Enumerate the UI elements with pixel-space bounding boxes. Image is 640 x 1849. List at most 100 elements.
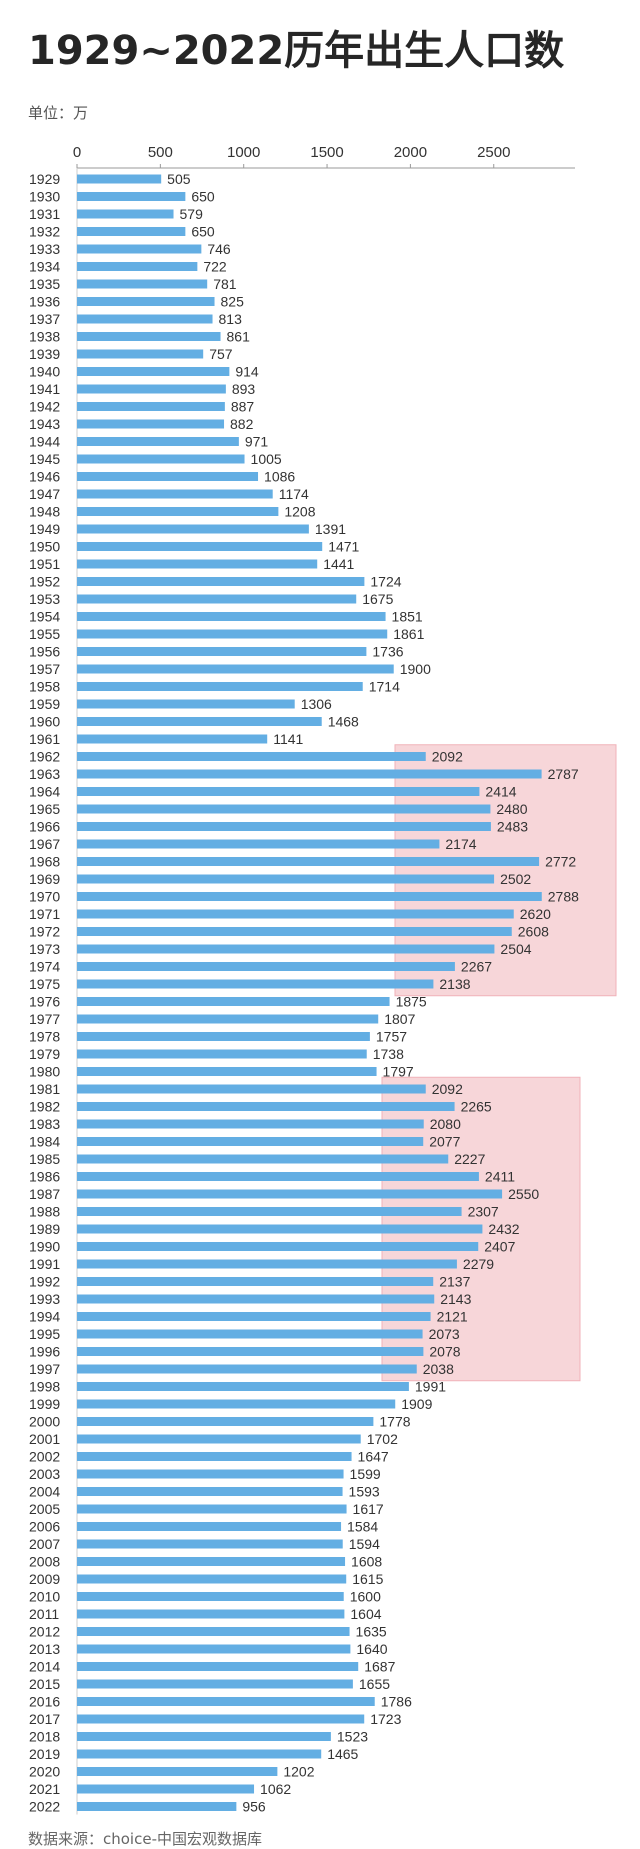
bar <box>77 332 221 341</box>
year-label: 1981 <box>29 1081 60 1097</box>
bar <box>77 174 162 184</box>
bar <box>77 1644 351 1654</box>
value-label: 1640 <box>356 1641 387 1657</box>
year-label: 1973 <box>29 941 60 957</box>
year-label: 1966 <box>29 819 60 835</box>
year-label: 1984 <box>29 1134 60 1150</box>
value-label: 2038 <box>423 1361 454 1377</box>
year-label: 1996 <box>29 1344 60 1360</box>
year-label: 2016 <box>29 1694 60 1710</box>
year-label: 1929 <box>29 171 60 187</box>
bar <box>77 734 268 744</box>
value-label: 2080 <box>430 1116 461 1132</box>
year-label: 1983 <box>29 1116 60 1132</box>
x-tick-label: 2000 <box>394 144 427 161</box>
bar <box>77 1102 455 1111</box>
value-label: 1909 <box>401 1396 432 1412</box>
year-label: 1960 <box>29 714 60 730</box>
bar <box>77 664 394 674</box>
value-label: 1786 <box>381 1694 412 1710</box>
year-label: 2020 <box>29 1764 60 1780</box>
bar <box>77 1119 424 1129</box>
bar <box>77 1399 396 1409</box>
value-label: 1723 <box>370 1711 401 1727</box>
x-tick-label: 500 <box>148 144 173 161</box>
bar <box>77 1172 479 1181</box>
bar <box>77 787 480 796</box>
value-label: 1141 <box>273 731 303 747</box>
bar <box>77 647 367 656</box>
value-label: 2772 <box>545 854 576 870</box>
value-label: 757 <box>209 346 233 362</box>
year-label: 1978 <box>29 1029 60 1045</box>
value-label: 1647 <box>358 1449 389 1465</box>
year-label: 2012 <box>29 1624 60 1640</box>
bar <box>77 612 386 621</box>
year-label: 1980 <box>29 1064 60 1080</box>
value-label: 1465 <box>327 1746 358 1762</box>
bar <box>77 314 213 324</box>
bar <box>77 979 434 989</box>
bar <box>77 1049 367 1059</box>
bar <box>77 1802 237 1811</box>
year-label: 1937 <box>29 311 60 327</box>
year-label: 1933 <box>29 241 60 257</box>
year-label: 1982 <box>29 1099 60 1115</box>
year-label: 1932 <box>29 224 60 240</box>
bar <box>77 279 208 289</box>
bar <box>77 367 230 376</box>
bar <box>77 1084 426 1094</box>
value-label: 2092 <box>432 1081 463 1097</box>
value-label: 1900 <box>400 661 431 677</box>
year-label: 1959 <box>29 696 60 712</box>
value-label: 1655 <box>359 1676 390 1692</box>
value-label: 2483 <box>497 819 528 835</box>
value-label: 2267 <box>461 959 492 975</box>
bar <box>77 629 388 639</box>
year-label: 1997 <box>29 1361 60 1377</box>
year-label: 2011 <box>29 1606 59 1622</box>
bar <box>77 1294 435 1304</box>
bar <box>77 1347 424 1356</box>
bar <box>77 1504 347 1514</box>
value-label: 2411 <box>485 1169 515 1185</box>
bar <box>77 1434 361 1444</box>
bar <box>77 927 512 936</box>
value-label: 893 <box>232 381 256 397</box>
value-label: 1738 <box>373 1046 404 1062</box>
bar <box>77 717 322 726</box>
year-label: 2014 <box>29 1659 60 1675</box>
bar <box>77 227 186 236</box>
bar <box>77 1539 343 1549</box>
value-label: 2414 <box>485 784 516 800</box>
value-label: 1807 <box>384 1011 415 1027</box>
value-label: 1861 <box>393 626 424 642</box>
year-label: 1967 <box>29 836 60 852</box>
value-label: 1599 <box>350 1466 381 1482</box>
bar <box>77 1067 377 1076</box>
value-label: 2620 <box>520 906 551 922</box>
value-label: 825 <box>221 294 245 310</box>
value-label: 1991 <box>415 1379 446 1395</box>
value-label: 2078 <box>429 1344 460 1360</box>
year-label: 2010 <box>29 1589 60 1605</box>
year-label: 1998 <box>29 1379 60 1395</box>
value-label: 2307 <box>468 1204 499 1220</box>
value-label: 1724 <box>370 574 401 590</box>
bar <box>77 437 239 446</box>
value-label: 2138 <box>439 976 470 992</box>
year-label: 1991 <box>29 1256 60 1272</box>
year-label: 1951 <box>29 556 60 572</box>
bar <box>77 682 363 691</box>
value-label: 781 <box>213 276 237 292</box>
bar <box>77 1469 344 1479</box>
bar <box>77 1784 255 1794</box>
value-label: 746 <box>207 241 231 257</box>
value-label: 2073 <box>429 1326 460 1342</box>
bar <box>77 1574 347 1584</box>
value-label: 1635 <box>356 1624 387 1640</box>
year-label: 1941 <box>29 381 60 397</box>
bar <box>77 262 198 271</box>
year-label: 1977 <box>29 1011 60 1027</box>
